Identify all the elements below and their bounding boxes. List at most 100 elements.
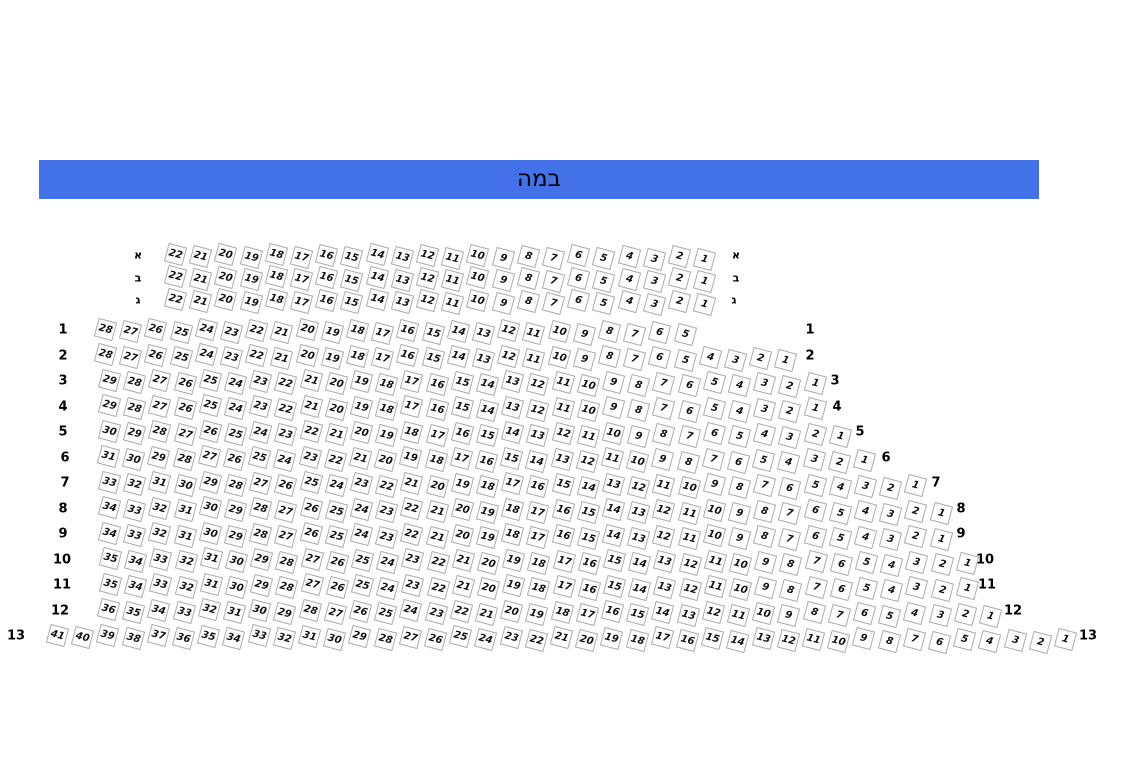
- seat[interactable]: 9: [702, 473, 726, 497]
- seat[interactable]: 22: [274, 372, 298, 396]
- seat[interactable]: 11: [726, 603, 751, 627]
- seat[interactable]: 27: [119, 319, 143, 344]
- seat[interactable]: 15: [551, 473, 575, 497]
- seat[interactable]: 27: [173, 422, 197, 446]
- seat[interactable]: 11: [677, 527, 701, 551]
- seat[interactable]: 22: [274, 397, 298, 421]
- seat[interactable]: 20: [450, 498, 474, 522]
- seat[interactable]: 15: [576, 526, 600, 550]
- seat[interactable]: 7: [677, 425, 701, 449]
- seat[interactable]: 24: [194, 343, 218, 367]
- seat[interactable]: 19: [239, 245, 263, 269]
- seat[interactable]: 9: [777, 604, 801, 628]
- seat[interactable]: 14: [628, 577, 652, 601]
- seat[interactable]: 4: [978, 630, 1002, 654]
- seat[interactable]: 7: [827, 603, 851, 628]
- seat[interactable]: 22: [163, 242, 188, 266]
- seat[interactable]: 11: [576, 424, 600, 448]
- seat[interactable]: 8: [627, 398, 651, 423]
- seat[interactable]: 2: [667, 289, 692, 314]
- seat[interactable]: 9: [491, 268, 515, 293]
- seat[interactable]: 6: [702, 422, 726, 446]
- seat[interactable]: 3: [928, 604, 952, 628]
- seat[interactable]: 13: [751, 626, 775, 650]
- seat[interactable]: 23: [249, 395, 273, 419]
- seat[interactable]: 1: [1053, 628, 1078, 652]
- seat[interactable]: 23: [274, 423, 298, 447]
- seat[interactable]: 20: [476, 551, 501, 575]
- seat[interactable]: 26: [144, 318, 168, 342]
- seat[interactable]: 10: [728, 577, 753, 602]
- seat[interactable]: 9: [491, 291, 515, 315]
- seat[interactable]: 26: [325, 550, 349, 574]
- seat[interactable]: 16: [551, 524, 575, 548]
- seat[interactable]: 9: [572, 348, 596, 372]
- seat[interactable]: 28: [172, 448, 196, 472]
- seat[interactable]: 17: [552, 575, 576, 599]
- seat[interactable]: 10: [728, 552, 753, 576]
- seat[interactable]: 25: [449, 625, 473, 649]
- seat[interactable]: 20: [324, 371, 348, 396]
- seat[interactable]: 2: [827, 450, 851, 475]
- seat[interactable]: 27: [148, 394, 172, 418]
- seat[interactable]: 3: [879, 502, 903, 526]
- seat[interactable]: 8: [877, 629, 901, 654]
- seat[interactable]: 24: [223, 396, 248, 421]
- seat[interactable]: 24: [474, 627, 498, 652]
- seat[interactable]: 26: [299, 522, 323, 546]
- seat[interactable]: 14: [576, 475, 600, 499]
- seat[interactable]: 23: [424, 601, 448, 626]
- seat[interactable]: 12: [415, 244, 440, 268]
- seat[interactable]: 5: [854, 550, 879, 575]
- seat[interactable]: 1: [955, 551, 979, 575]
- seat[interactable]: 16: [577, 552, 601, 576]
- seat[interactable]: 13: [627, 500, 651, 525]
- seat[interactable]: 19: [239, 268, 263, 292]
- seat[interactable]: 8: [676, 450, 700, 474]
- seat[interactable]: 14: [475, 398, 500, 422]
- seat[interactable]: 13: [501, 395, 525, 420]
- seat[interactable]: 23: [375, 500, 399, 524]
- seat[interactable]: 17: [371, 321, 395, 345]
- seat[interactable]: 33: [172, 601, 196, 625]
- seat[interactable]: 12: [497, 344, 521, 369]
- seat[interactable]: 12: [415, 289, 440, 313]
- seat[interactable]: 32: [174, 575, 198, 599]
- seat[interactable]: 17: [552, 549, 576, 573]
- seat[interactable]: 16: [675, 628, 700, 653]
- seat[interactable]: 32: [148, 522, 172, 546]
- seat[interactable]: 19: [320, 320, 344, 345]
- seat[interactable]: 23: [219, 320, 244, 344]
- seat[interactable]: 13: [550, 447, 574, 471]
- seat[interactable]: 19: [239, 290, 263, 314]
- seat[interactable]: 1: [693, 269, 717, 294]
- seat[interactable]: 3: [642, 270, 666, 294]
- seat[interactable]: 27: [300, 573, 324, 597]
- seat[interactable]: 27: [274, 525, 298, 549]
- seat[interactable]: 6: [778, 476, 802, 500]
- seat[interactable]: 39: [96, 624, 120, 648]
- seat[interactable]: 17: [289, 267, 314, 292]
- seat[interactable]: 4: [727, 373, 752, 398]
- seat[interactable]: 16: [600, 600, 625, 624]
- seat[interactable]: 6: [567, 266, 591, 291]
- seat[interactable]: 21: [299, 369, 323, 393]
- seat[interactable]: 4: [853, 499, 878, 524]
- seat[interactable]: 15: [701, 626, 725, 651]
- seat[interactable]: 24: [273, 448, 297, 472]
- seat[interactable]: 10: [601, 421, 626, 446]
- seat[interactable]: 21: [400, 471, 424, 496]
- seat[interactable]: 8: [802, 601, 826, 625]
- seat[interactable]: 31: [297, 625, 322, 649]
- seat[interactable]: 13: [471, 347, 496, 371]
- seat[interactable]: 3: [879, 528, 903, 552]
- seat[interactable]: 6: [648, 320, 672, 344]
- seat[interactable]: 11: [551, 371, 575, 395]
- seat[interactable]: 26: [325, 575, 349, 600]
- seat[interactable]: 17: [575, 603, 599, 627]
- seat[interactable]: 17: [449, 447, 473, 471]
- seat[interactable]: 11: [551, 396, 575, 420]
- seat[interactable]: 5: [803, 473, 827, 497]
- seat[interactable]: 26: [173, 371, 197, 395]
- seat[interactable]: 14: [365, 265, 389, 290]
